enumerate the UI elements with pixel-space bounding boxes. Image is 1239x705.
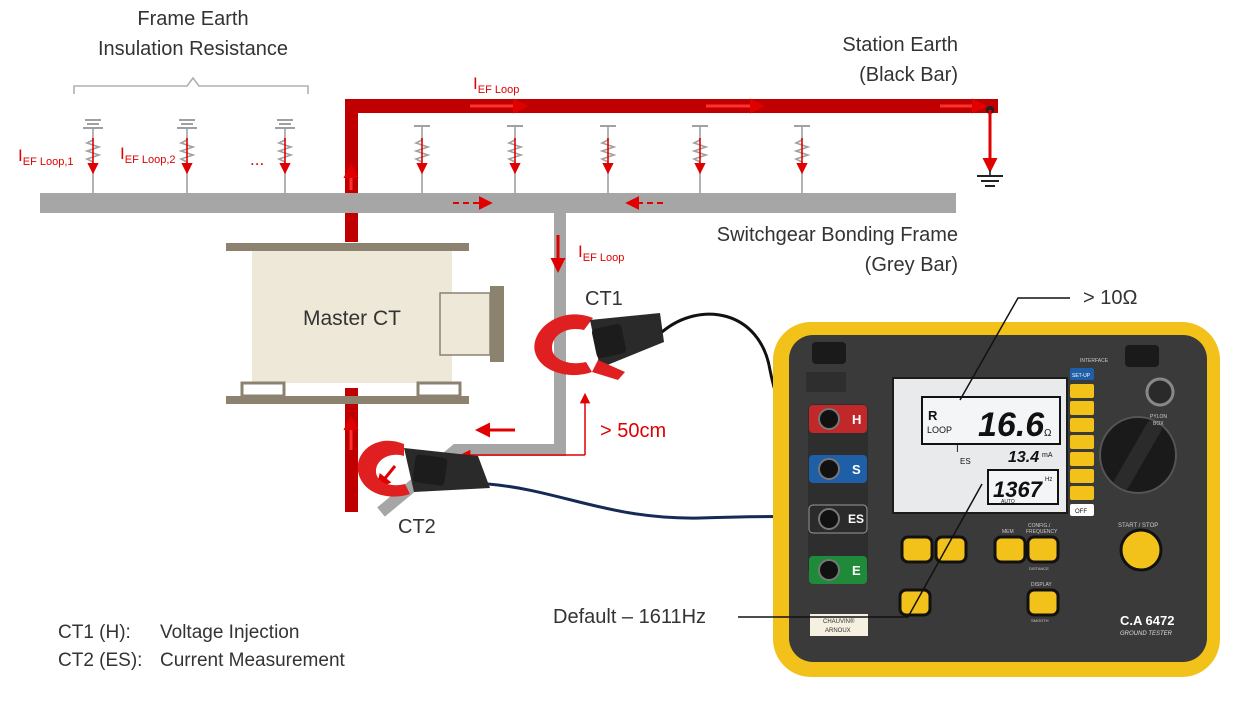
station-earth-title-line1: Station Earth: [842, 34, 958, 56]
svg-text:S: S: [852, 462, 861, 477]
legend-ct1-key: CT1 (H):: [58, 622, 131, 643]
lcd-current-unit: mA: [1042, 452, 1053, 459]
insulation-resistor: [176, 119, 198, 193]
current-label-loop2: IEF Loop,2: [120, 144, 176, 166]
setup-button[interactable]: [1070, 368, 1094, 380]
pylon-label-line1: PYLON: [1150, 414, 1167, 420]
lcd-freq-unit: Hz: [1045, 477, 1052, 483]
frequency-callout-line: [738, 483, 983, 618]
ct2-label: CT2: [398, 516, 436, 538]
ground-symbol-icon: [977, 170, 1003, 187]
legend-ct2-value: Current Measurement: [160, 650, 346, 671]
ct2-clamp: [357, 440, 490, 497]
current-label-loop1: IEF Loop,1: [18, 146, 74, 168]
lcd-auto-label: AUTO: [1001, 499, 1015, 505]
resistance-threshold-label: > 10Ω: [1083, 287, 1137, 309]
terminal-e[interactable]: E: [809, 556, 867, 584]
insulation-resistor: [507, 125, 523, 193]
off-button[interactable]: [1070, 504, 1094, 516]
model-name: C.A 6472: [1120, 613, 1174, 628]
lcd-screen: [892, 377, 1068, 514]
terminal-es[interactable]: ES: [808, 504, 868, 534]
default-frequency-label: Default – 1611Hz: [553, 606, 706, 628]
legend-ct1-value: Voltage Injection: [160, 622, 299, 643]
insulation-resistor: [274, 119, 296, 193]
rotary-selector-knob[interactable]: [1099, 416, 1177, 494]
insulation-resistor: [82, 119, 104, 193]
switchgear-title-line1: Switchgear Bonding Frame: [717, 224, 958, 246]
legend-ct2-key: CT2 (ES):: [58, 650, 142, 671]
distance-label: > 50cm: [600, 420, 666, 442]
svg-text:E: E: [852, 563, 861, 578]
terminal-h[interactable]: H: [809, 405, 867, 433]
switchgear-bonding-frame-bar: [40, 193, 956, 213]
insulation-resistor: [692, 125, 708, 193]
display-label: DISPLAY: [1031, 582, 1052, 588]
frame-earth-bracket: [73, 76, 309, 94]
model-subtitle: GROUND TESTER: [1120, 631, 1173, 637]
ct1-label: CT1: [585, 288, 623, 310]
lcd-freq-value: 1367: [993, 477, 1044, 502]
smooth-label: SMOOTH: [1031, 618, 1049, 623]
pylon-box-connector: [1125, 345, 1175, 407]
insulation-resistor: [414, 125, 430, 193]
light-button[interactable]: [898, 588, 932, 617]
config-label-line2: FREQUENCY: [1026, 529, 1058, 535]
right-button[interactable]: [934, 535, 968, 564]
lcd-current-value: 13.4: [1008, 449, 1039, 466]
lcd-current-label: I: [956, 444, 959, 455]
current-label-loop-ct1: IEF Loop: [578, 242, 624, 264]
lcd-main-value: 16.6: [978, 406, 1045, 444]
start-stop-label: START / STOP: [1118, 523, 1158, 529]
master-ct: [226, 243, 504, 404]
lcd-loop-label: LOOP: [927, 425, 952, 435]
station-earth-title-line2: (Black Bar): [859, 64, 958, 86]
current-label-loop-top: IEF Loop: [473, 74, 519, 96]
frame-earth-title-line2: Insulation Resistance: [98, 38, 288, 60]
switchgear-title-line2: (Grey Bar): [865, 254, 958, 276]
svg-text:H: H: [852, 412, 861, 427]
svg-text:ES: ES: [848, 512, 864, 526]
function-selector-labels: [1070, 384, 1094, 500]
up-button[interactable]: [900, 535, 934, 564]
insulation-resistor: [794, 125, 810, 193]
interface-label: INTERFACE: [1080, 358, 1109, 364]
insulation-resistor: [600, 125, 616, 193]
distance-dimension: [459, 392, 591, 461]
distance-small-label: DISTANCE: [1029, 566, 1049, 571]
off-label: OFF: [1075, 509, 1087, 515]
lcd-r-label: R: [928, 408, 938, 423]
brand-plate: [810, 614, 868, 636]
frame-earth-title-line1: Frame Earth: [137, 8, 248, 30]
brand-line1: CHAUVIN®: [823, 618, 855, 625]
config-label-line1: CONFIG./: [1028, 523, 1051, 529]
mem-button[interactable]: [993, 535, 1027, 564]
ellipsis-label: ...: [250, 150, 264, 169]
master-ct-label: Master CT: [303, 307, 401, 330]
config-frequency-button[interactable]: [1026, 535, 1060, 564]
ct1-clamp: [534, 313, 664, 380]
mem-label: MEM: [1002, 529, 1014, 535]
lcd-main-unit: Ω: [1044, 428, 1052, 439]
station-earth-bar: [345, 99, 998, 113]
brand-line2: ARNOUX: [825, 628, 851, 634]
display-button[interactable]: [1026, 588, 1060, 617]
terminal-s[interactable]: S: [809, 455, 867, 483]
start-stop-button[interactable]: [1119, 528, 1163, 572]
pylon-label-line2: BOX: [1153, 421, 1164, 427]
resistance-callout-line: [959, 297, 1070, 401]
lcd-current-sub: ES: [960, 457, 971, 466]
setup-label: SET-UP: [1072, 373, 1091, 379]
